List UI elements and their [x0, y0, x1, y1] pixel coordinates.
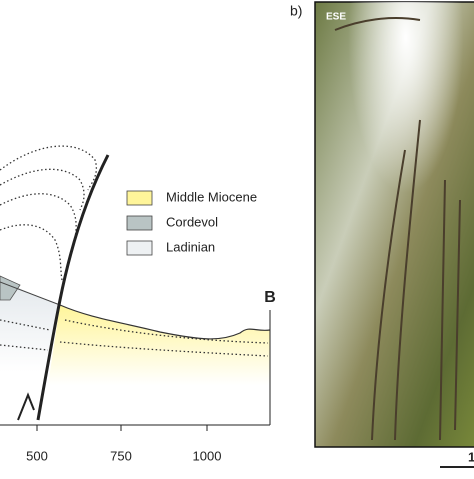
axis-label: 1000: [193, 448, 222, 463]
legend-swatch: [126, 190, 153, 206]
fault-arrow: [17, 392, 35, 421]
legend-label: Cordevol: [166, 214, 218, 229]
panel-label: b): [290, 3, 302, 19]
section-label: B: [264, 289, 276, 306]
axis-label: 500: [26, 448, 48, 463]
miocene-unit: [48, 305, 270, 385]
axis-label: 750: [110, 448, 132, 463]
cordevol-unit: [0, 275, 21, 301]
photo-direction: ESE: [326, 12, 346, 23]
fault: [36, 154, 110, 421]
legend: Middle Miocene Cordevol Ladinian: [126, 189, 257, 256]
photo: ESE 1: [314, 1, 474, 468]
surface: [59, 304, 271, 340]
legend-swatch: [126, 215, 153, 231]
ladinian-unit: [0, 280, 58, 372]
contact: [0, 281, 61, 306]
legend-label: Ladinian: [166, 239, 215, 254]
scale-label: 1: [468, 449, 474, 464]
cross-section: B 500 750 1000: [0, 145, 276, 463]
legend-label: Middle Miocene: [166, 189, 257, 204]
legend-swatch: [126, 240, 153, 256]
